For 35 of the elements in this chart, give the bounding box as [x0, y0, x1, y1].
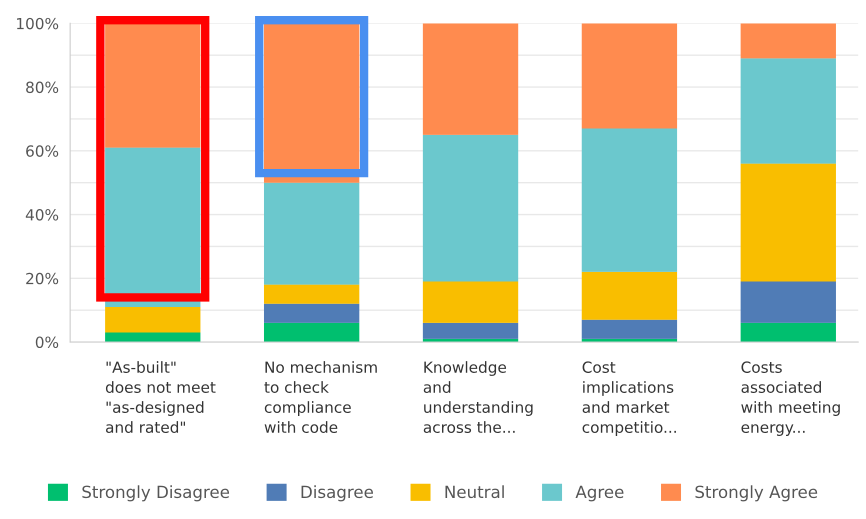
y-tick-label: 100%	[17, 18, 58, 30]
bar	[422, 134, 518, 282]
legend-label: Disagree	[302, 485, 373, 502]
x-tick-label: "As-built" does not meet "as-designed and rated"	[106, 361, 216, 433]
bar	[422, 322, 518, 339]
y-tick-label: 40%	[26, 209, 58, 221]
y-tick-label: 0%	[36, 336, 58, 348]
bar	[582, 23, 678, 129]
bar	[582, 320, 678, 339]
bar	[264, 182, 360, 285]
x-tick-label: Costs associated with meeting energy...	[741, 361, 840, 436]
bar	[105, 332, 200, 342]
bar	[740, 164, 836, 282]
bar	[740, 322, 836, 342]
x-tick-label: Cost implications and market competitio...	[582, 361, 676, 436]
bar	[422, 281, 518, 323]
x-tick-label: No mechanism to check compliance with code	[264, 361, 377, 433]
bar	[740, 23, 836, 58]
legend-label: Neutral	[446, 485, 504, 498]
bar	[264, 304, 360, 323]
y-tick-label: 20%	[26, 272, 58, 284]
legend-label: Agree	[576, 486, 624, 502]
bar	[264, 322, 360, 342]
bar	[582, 272, 678, 320]
bar	[582, 128, 678, 272]
x-tick-label: Knowledge and understanding across the...	[424, 361, 533, 433]
bar	[105, 306, 200, 332]
y-tick-label: 80%	[26, 82, 58, 94]
bar	[740, 58, 836, 164]
bar	[264, 284, 360, 304]
legend-label: Strongly Agree	[695, 485, 818, 502]
bar	[740, 281, 836, 323]
bar	[422, 23, 518, 135]
legend-label: Strongly Disagree	[82, 485, 230, 502]
y-tick-label: 60%	[26, 145, 58, 157]
